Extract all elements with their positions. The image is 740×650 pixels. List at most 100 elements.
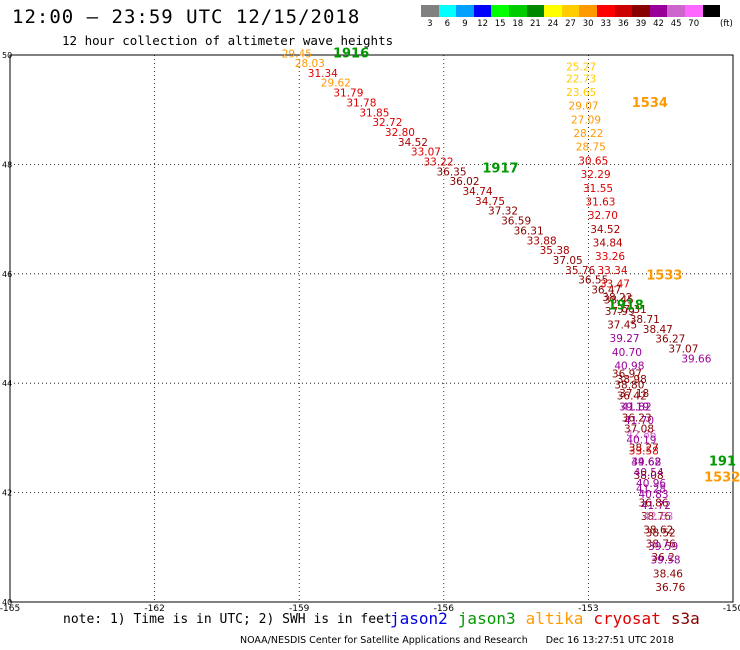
wave-height-value: 39.19	[619, 402, 649, 414]
wave-height-value: 38.98	[617, 374, 647, 386]
wave-height-value: 40.19	[626, 434, 656, 446]
wave-height-value: 32.70	[588, 210, 618, 222]
pass-time-label: 1534	[632, 96, 668, 111]
y-tick-label: 40	[2, 598, 12, 607]
wave-height-value: 40.98	[614, 361, 644, 373]
y-tick-label: 46	[2, 270, 12, 279]
wave-height-value: 38.76	[646, 538, 676, 550]
wave-height-value: 33.07	[411, 147, 441, 159]
wave-height-value: 39.27	[610, 333, 640, 345]
wave-height-value: 36.27	[655, 334, 685, 346]
color-scale-bin: 6	[438, 5, 457, 29]
wave-height-value: 38.22	[602, 292, 632, 304]
wave-height-value: 38.71	[630, 314, 660, 326]
wave-height-value: 36.55	[578, 275, 608, 287]
wave-height-value: 28.03	[295, 58, 325, 70]
color-scale-label: 18	[512, 19, 524, 29]
wave-height-value: 34.84	[593, 237, 623, 249]
pass-time-label: 1533	[646, 268, 682, 283]
wave-height-value: 32.72	[372, 117, 402, 129]
wave-height-value: 39.59	[648, 541, 678, 553]
wave-height-value: 41.72	[641, 500, 671, 512]
x-tick-label: -162	[144, 604, 164, 614]
wave-height-value: 31.79	[333, 88, 363, 100]
wave-height-value: 38.76	[641, 511, 671, 523]
wave-height-value: 36.35	[436, 166, 466, 178]
color-scale-bin: 18	[508, 5, 527, 29]
wave-height-value: 37.99	[605, 306, 635, 318]
color-scale-swatch	[579, 5, 597, 17]
wave-height-value: 33.88	[527, 235, 557, 247]
wave-height-value: 31.63	[585, 196, 615, 208]
color-scale-bin: 9	[456, 5, 474, 29]
color-scale-bin: 15	[491, 5, 509, 29]
color-scale-swatch	[649, 5, 668, 17]
color-scale-bin: 36	[614, 5, 633, 29]
pass-time-label: 191	[709, 454, 736, 469]
chart-subtitle: 12 hour collection of altimeter wave hei…	[62, 33, 394, 48]
color-scale-label: 24	[547, 19, 559, 29]
wave-height-value: 36.47	[591, 284, 621, 296]
color-scale-swatch	[667, 5, 685, 17]
wave-height-value: 29.62	[321, 78, 351, 90]
wave-height-value: 39.58	[650, 555, 680, 567]
color-scale-label: 39	[635, 19, 647, 29]
x-tick-label: -159	[289, 604, 310, 614]
wave-height-value: 36.42	[617, 391, 647, 403]
wave-height-value: 38.80	[614, 380, 644, 392]
color-scale-swatch	[438, 5, 457, 17]
wave-height-value: 34.52	[590, 224, 620, 236]
color-scale-swatch	[508, 5, 527, 17]
wave-height-value: 42.86	[626, 429, 656, 441]
legend-entry-s3a: s3a	[670, 609, 700, 628]
wave-height-value: 33.34	[597, 265, 627, 277]
color-scale-label: 27	[565, 19, 576, 29]
footer-org: NOAA/NESDIS Center for Satellite Applica…	[240, 635, 528, 646]
wave-height-value: 28.22	[573, 128, 603, 140]
wave-height-value: 31.34	[308, 68, 338, 80]
pass-time-label: 1918	[608, 298, 644, 313]
color-scale-label: 3	[427, 19, 433, 29]
wave-height-value: 25.27	[566, 61, 596, 73]
wave-height-value: 37.31	[617, 304, 647, 316]
color-scale-bin: 3	[421, 5, 439, 29]
color-scale-bin: 21	[526, 5, 545, 29]
wave-height-value: 31.78	[346, 97, 376, 109]
wave-height-value: 37.07	[668, 344, 698, 356]
pass-time-label: 1917	[482, 162, 518, 177]
y-tick-label: 50	[2, 51, 12, 60]
color-scale-swatch	[544, 5, 562, 17]
color-scale-bin: 45	[667, 5, 685, 29]
color-scale-label: 15	[494, 19, 506, 29]
wave-height-value: 36.23	[622, 412, 652, 424]
wave-height-value: 33.58	[629, 445, 659, 457]
legend-entry-jason2: jason2	[390, 609, 448, 628]
color-scale-swatch	[702, 5, 721, 17]
wave-height-value: 40.54	[634, 467, 664, 479]
color-scale-swatch	[526, 5, 545, 17]
wave-height-value: 31.55	[583, 183, 613, 195]
wave-height-value: 37.08	[624, 423, 654, 435]
chart-title: 12:00 – 23:59 UTC 12/15/2018	[12, 6, 361, 28]
color-scale-bin: 30	[579, 5, 597, 29]
color-scale-label: 9	[462, 19, 468, 29]
color-scale-swatch	[421, 5, 439, 17]
wave-height-value: 38.47	[643, 324, 673, 336]
wave-height-value: 39.66	[681, 353, 711, 365]
wave-height-value: 28.75	[576, 142, 606, 154]
wave-height-value: 34.74	[463, 186, 493, 198]
wave-height-value: 42.63	[643, 511, 673, 523]
wave-height-value: 40.70	[612, 347, 642, 359]
wave-height-value: 40.83	[638, 489, 668, 501]
wave-height-value: 23.65	[566, 87, 596, 99]
wave-height-value: 37.32	[488, 206, 518, 218]
satellite-legend: jason2 jason3 altika cryosat s3a	[390, 609, 710, 628]
color-scale-bin: 39	[632, 5, 650, 29]
wave-height-value: 40.96	[636, 478, 666, 490]
color-scale-label: 30	[582, 19, 594, 29]
x-tick-label: -150	[723, 604, 740, 614]
wave-height-value: 39.62	[631, 456, 661, 468]
color-scale-bin: 42	[649, 5, 668, 29]
wave-height-value: 31.85	[359, 107, 389, 119]
wave-height-value: 33.26	[595, 251, 625, 263]
